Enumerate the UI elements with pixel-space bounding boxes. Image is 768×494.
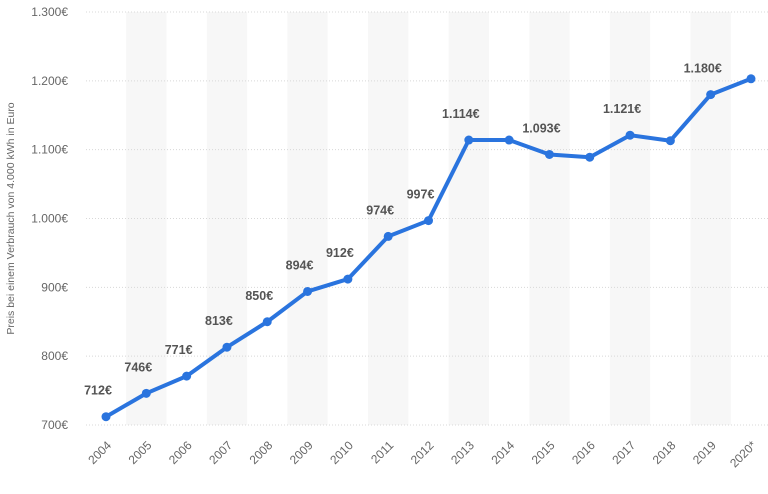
data-label: 1.180€ [684, 62, 722, 76]
data-point [424, 216, 433, 226]
data-point [585, 152, 595, 162]
y-tick-label: 1.000€ [31, 212, 68, 226]
x-tick-label: 2008 [247, 438, 276, 467]
x-tick-label: 2005 [126, 438, 155, 467]
data-label: 813€ [205, 314, 233, 328]
y-axis-label: Preis bei einem Verbrauch von 4.000 kWh … [5, 102, 17, 334]
data-point [504, 135, 514, 145]
data-point [464, 135, 474, 145]
data-point [665, 136, 675, 146]
y-tick-label: 1.200€ [31, 74, 68, 88]
x-tick-label: 2020* [727, 438, 759, 470]
data-point [222, 342, 232, 352]
series-line [104, 76, 752, 419]
y-tick-label: 700€ [41, 418, 68, 432]
data-label: 850€ [245, 289, 273, 303]
data-label: 997€ [407, 188, 435, 202]
x-tick-label: 2006 [166, 438, 195, 467]
data-label: 1.114€ [442, 107, 480, 121]
data-label: 974€ [366, 203, 394, 217]
data-label: 1.121€ [603, 102, 641, 116]
data-point [101, 412, 111, 422]
data-point [383, 231, 393, 241]
x-tick-label: 2014 [488, 438, 517, 467]
x-tick-label: 2007 [206, 438, 235, 467]
data-point [746, 74, 756, 84]
data-point [303, 286, 313, 296]
y-tick-label: 1.100€ [31, 143, 68, 157]
data-point [262, 317, 272, 327]
data-point [343, 274, 353, 284]
x-tick-label: 2011 [368, 438, 396, 466]
x-tick-label: 2017 [609, 438, 638, 467]
data-label: 771€ [165, 343, 193, 357]
x-tick-label: 2018 [650, 438, 679, 467]
data-label: 912€ [326, 246, 354, 260]
column-band [609, 12, 651, 425]
data-point [182, 371, 192, 381]
y-tick-label: 1.300€ [31, 5, 68, 19]
x-tick-label: 2019 [690, 438, 719, 467]
data-label: 894€ [286, 258, 314, 272]
data-point [706, 90, 716, 100]
x-tick-label: 2016 [569, 438, 598, 467]
data-label: 1.093€ [522, 121, 560, 135]
x-tick-label: 2004 [85, 438, 114, 467]
x-tick-label: 2013 [448, 438, 477, 467]
x-tick-label: 2012 [408, 438, 437, 467]
y-tick-label: 900€ [41, 280, 68, 294]
x-tick-label: 2009 [287, 438, 316, 467]
data-point [141, 388, 151, 398]
y-tick-label: 800€ [41, 349, 68, 363]
data-point [625, 130, 635, 140]
data-point [544, 149, 554, 159]
data-label: 746€ [124, 360, 152, 374]
x-tick-label: 2010 [327, 438, 356, 467]
data-label: 712€ [84, 384, 112, 398]
x-tick-label: 2015 [529, 438, 558, 467]
